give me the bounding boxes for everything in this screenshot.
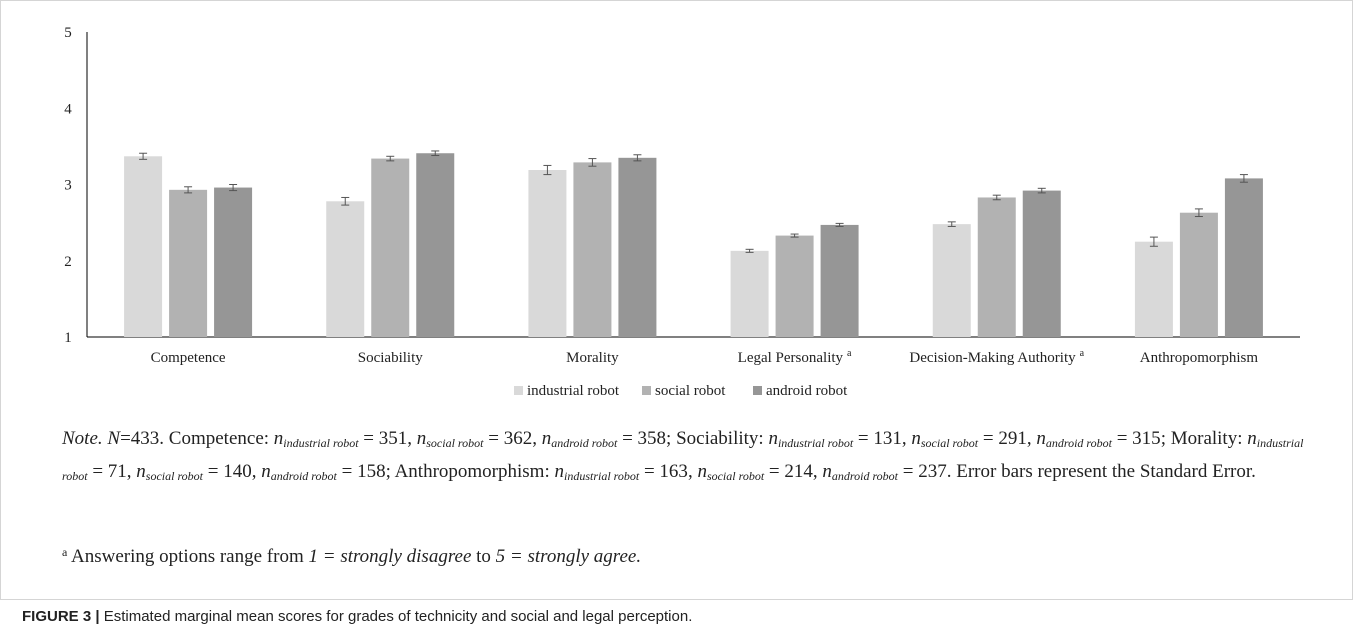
x-tick-label: Competence (151, 350, 226, 366)
note-n-value: = 71 (87, 461, 127, 482)
x-tick-label: Anthropomorphism (1140, 350, 1259, 366)
note-label: Note. (62, 428, 103, 449)
note-group-name: Competence: (168, 428, 274, 449)
bar (1224, 178, 1263, 337)
note-n-value: = 140 (203, 461, 252, 482)
legend-label: android robot (766, 383, 848, 399)
note-n-prefix: n (768, 428, 778, 449)
note-n-prefix: n (136, 461, 146, 482)
bar (214, 187, 253, 337)
bar (618, 157, 657, 337)
note-n-prefix: n (1036, 428, 1046, 449)
footnote-option-high: 5 = strongly agree. (495, 546, 642, 567)
note-groups: Competence: nindustrial robot = 351, nso… (62, 428, 1303, 482)
note-n-subscript: android robot (270, 469, 337, 483)
note-n-prefix: n (261, 461, 271, 482)
note-n-symbol: N (107, 428, 121, 449)
legend-swatch (753, 386, 762, 395)
bar (371, 158, 410, 337)
note-n-subscript: android robot (1045, 436, 1112, 450)
note-n-prefix: n (273, 428, 284, 449)
note-n-value: = 362 (483, 428, 533, 449)
footnote-marker: a (62, 545, 68, 559)
note-n-subscript: industrial robot (283, 436, 359, 450)
note-n-value: = 214 (764, 461, 813, 482)
note-n-prefix: n (822, 461, 832, 482)
bar (775, 235, 814, 337)
note-group-name: Sociability: (676, 428, 769, 449)
bar (1179, 212, 1218, 337)
bar (1134, 241, 1173, 337)
footnote-option-low: 1 = strongly disagree (308, 546, 472, 567)
y-tick-label: 2 (64, 254, 72, 270)
bar (977, 197, 1016, 337)
bar (820, 224, 859, 337)
note-n-prefix: n (697, 461, 707, 482)
caption-label: FIGURE 3 | (22, 608, 100, 625)
legend-swatch (642, 386, 651, 395)
x-tick-label: Legal Personality a (738, 348, 852, 366)
footnote-text-1: Answering options range from (71, 546, 304, 567)
y-tick-label: 5 (64, 25, 72, 41)
note-group: Anthropomorphism: nindustrial robot = 16… (394, 461, 957, 483)
note-group: Competence: nindustrial robot = 351, nso… (168, 428, 677, 450)
footnote-text-2: to (476, 546, 491, 567)
bar (169, 189, 208, 337)
bar (124, 156, 163, 337)
note-group-name: Anthropomorphism: (394, 461, 555, 482)
note-n-prefix: n (554, 461, 564, 482)
note-n-subscript: android robot (551, 436, 618, 450)
note-n-value: = 291 (978, 428, 1027, 449)
x-tick-label: Morality (566, 350, 619, 366)
bar (932, 224, 971, 337)
note-n-value: = 237 (898, 461, 947, 482)
legend-label: industrial robot (527, 383, 620, 399)
figure-caption: FIGURE 3 | Estimated marginal mean score… (22, 608, 1342, 625)
bar (573, 162, 612, 337)
bar (730, 250, 769, 337)
note-n-value: = 158 (336, 461, 386, 482)
note-n-prefix: n (1247, 428, 1257, 449)
note-n-total: =433. (120, 428, 165, 449)
note-n-value: = 358 (617, 428, 667, 449)
note-n-subscript: industrial robot (777, 436, 854, 450)
y-tick-label: 3 (64, 178, 72, 194)
y-tick-label: 1 (64, 330, 72, 346)
figure-note: Note. N=433. Competence: nindustrial rob… (62, 422, 1312, 488)
note-n-subscript: social robot (706, 469, 765, 483)
bar (1022, 190, 1061, 337)
note-n-subscript: industrial robot (563, 469, 640, 483)
note-group: Sociability: nindustrial robot = 131, ns… (676, 428, 1171, 450)
note-group-name: Morality: (1170, 428, 1248, 449)
footnote: a Answering options range from 1 = stron… (62, 542, 1312, 572)
caption-text: Estimated marginal mean scores for grade… (103, 608, 693, 625)
bar-chart: 1 2 3 4 5 Competence Sociability Morality Legal … (64, 25, 1300, 399)
y-tick-label: 4 (64, 101, 72, 117)
x-tick-label: Sociability (358, 350, 423, 366)
note-n-value: = 163 (639, 461, 688, 482)
note-n-value: = 351 (358, 428, 408, 449)
figure-frame (0, 0, 1353, 600)
note-group: Morality: nindustrial robot = 71, nsocia… (62, 428, 1304, 483)
note-n-subscript: social robot (145, 469, 204, 483)
note-n-subscript: android robot (831, 469, 899, 483)
note-n-prefix: n (416, 428, 427, 449)
note-error-text: Error bars represent the Standard Error. (956, 461, 1256, 482)
legend-label: social robot (655, 383, 726, 399)
bar (528, 170, 567, 337)
note-n-prefix: n (911, 428, 921, 449)
note-n-subscript: social robot (426, 436, 484, 450)
x-tick-label: Decision-Making Authority a (909, 348, 1084, 366)
note-n-subscript: social robot (920, 436, 979, 450)
note-n-value: = 131 (853, 428, 902, 449)
note-n-prefix: n (541, 428, 552, 449)
note-n-subscript: industrial robot (62, 436, 1304, 483)
bar (326, 201, 365, 337)
bar (416, 153, 455, 337)
legend-swatch (514, 386, 523, 395)
note-n-value: = 315 (1111, 428, 1161, 449)
